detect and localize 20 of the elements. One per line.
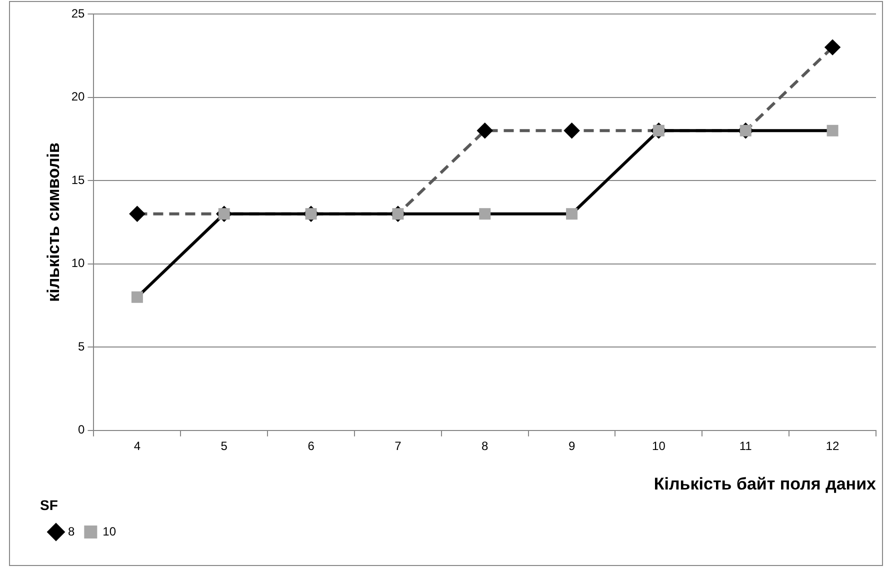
- y-tick-label: 0: [78, 422, 86, 437]
- x-tick-label: 8: [482, 438, 489, 453]
- y-tick-label: 15: [71, 172, 86, 187]
- legend-label: 10: [102, 524, 116, 538]
- y-axis-title: кількість символів: [44, 142, 63, 302]
- y-tick-label: 25: [71, 6, 86, 20]
- legend-title: SF: [40, 497, 58, 514]
- y-tick-label: 20: [71, 90, 86, 104]
- x-tick-label: 7: [394, 438, 402, 453]
- x-tick-label: 11: [739, 438, 752, 453]
- x-tick-label: 12: [826, 438, 840, 453]
- x-tick-label: 9: [568, 438, 576, 453]
- x-tick-label: 5: [220, 438, 228, 453]
- y-tick-label: 5: [78, 339, 86, 354]
- x-tick-label: 4: [134, 438, 141, 453]
- y-tick-label: 10: [71, 256, 86, 270]
- legend-label: 8: [68, 524, 75, 538]
- x-tick-label: 10: [652, 438, 666, 453]
- x-tick-label: 6: [308, 438, 315, 453]
- x-axis-title: Кількість байт поля даних: [654, 474, 877, 494]
